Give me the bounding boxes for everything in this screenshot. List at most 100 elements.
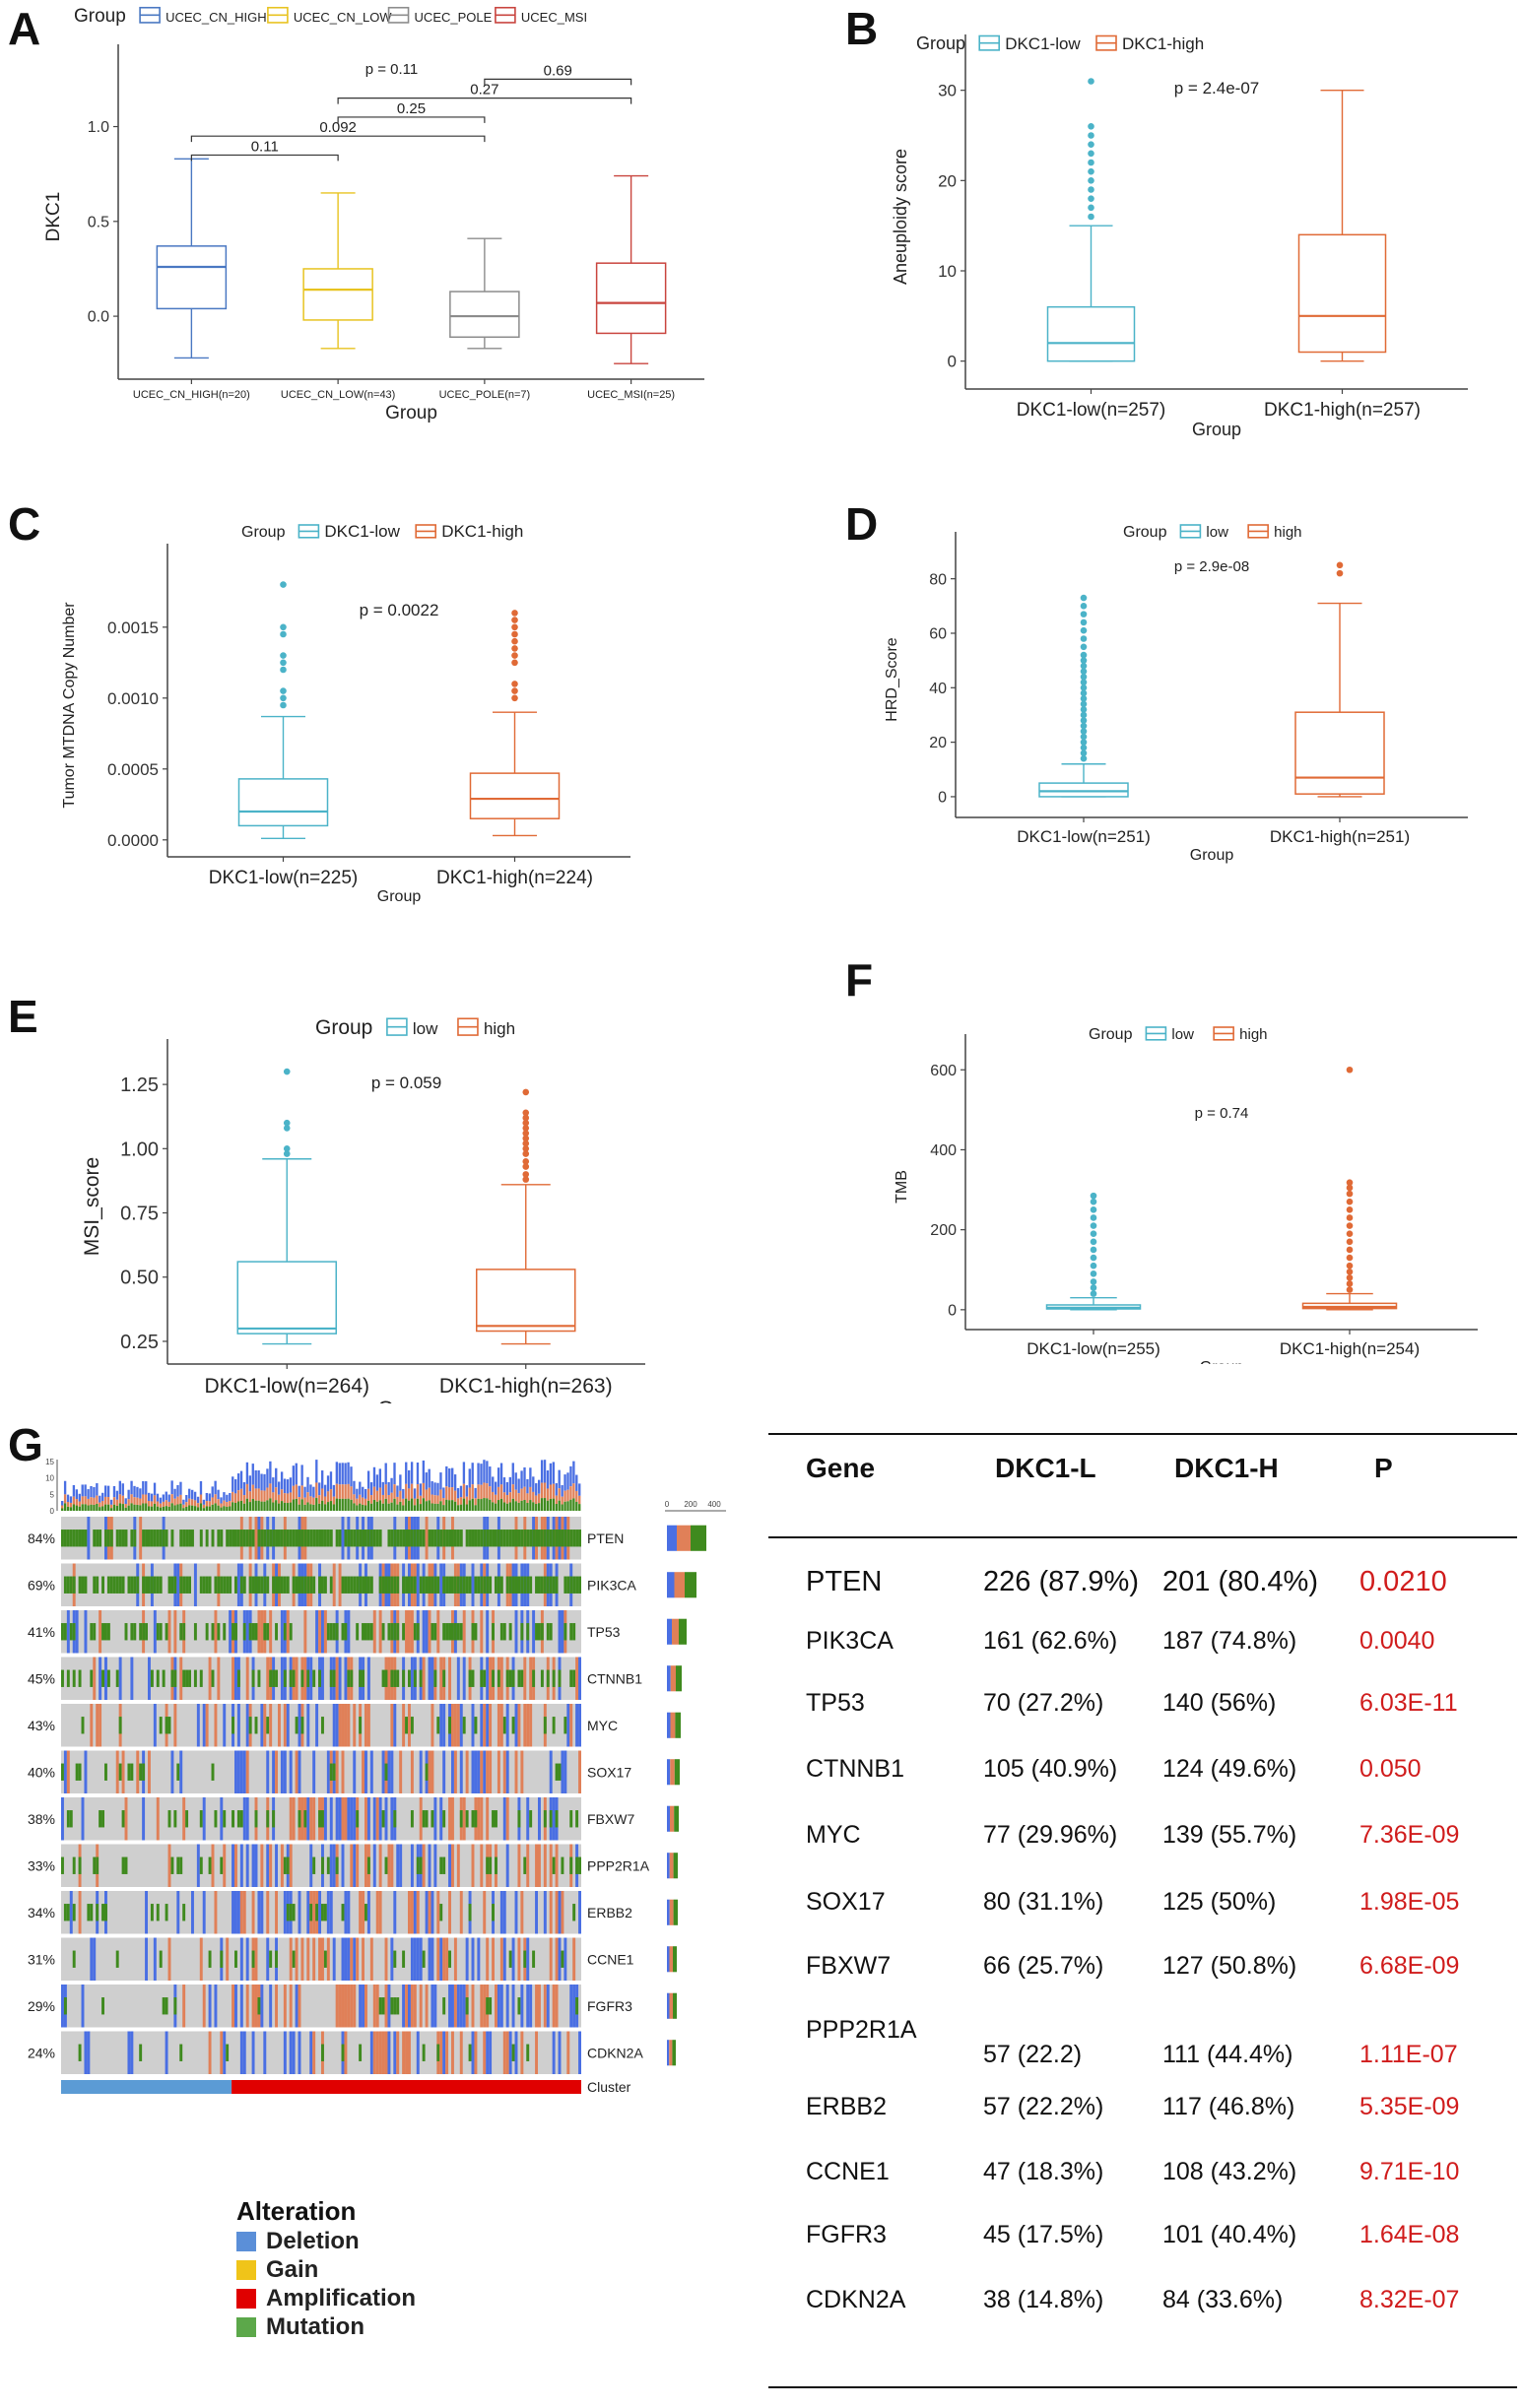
onco-mut-1-147 [486,1576,490,1594]
onco-topbar-del-41 [179,1481,182,1495]
onco-mut-1-39 [173,1576,177,1594]
onco-cnv-6-144 [477,1797,481,1841]
onco-cnv-5-148 [489,1750,493,1793]
onco-cnv-8-69 [260,1891,264,1934]
legend-label-e-0: low [413,1019,438,1038]
onco-mut-0-129 [433,1529,437,1547]
onco-cnv-4-148 [489,1704,493,1747]
bracket-label-a-3: 0.27 [470,82,498,98]
onco-cnv-4-98 [344,1704,348,1747]
onco-topbar-mut-45 [191,1505,194,1511]
onco-cnv-9-123 [416,1937,420,1981]
onco-cnv-8-62 [239,1891,243,1934]
onco-cnv-4-154 [505,1704,509,1747]
onco-mut-0-57 [226,1529,230,1547]
onco-topbar-del-70 [263,1473,266,1491]
onco-cnv-9-147 [486,1937,490,1981]
onco-topbar-del-162 [529,1467,532,1487]
onco-mut-6-115 [393,1810,397,1828]
onco-mut-3-104 [362,1669,364,1687]
onco-topbar-mut-65 [248,1502,252,1511]
outlier-d-0-17 [1080,662,1088,670]
table-low-erbb2: 57 (22.2%) [983,2093,1104,2120]
onco-cnv-6-154 [505,1797,509,1841]
legend-b: Group DKC1-low DKC1-high [916,33,1204,53]
outlier-c-0-0 [280,701,287,709]
onco-mut-0-118 [402,1529,406,1547]
onco-mut-0-141 [468,1529,472,1547]
onco-mut-10-110 [378,1997,382,2015]
onco-cnv-9-130 [436,1937,440,1981]
onco-topbar-mut-5 [75,1505,79,1511]
pvalue-c: p = 0.0022 [360,601,439,619]
onco-topbar-amp-107 [369,1495,373,1504]
onco-mut-0-164 [535,1529,538,1547]
table-p-myc: 7.36E-09 [1359,1821,1460,1849]
onco-topbar-mut-110 [378,1500,382,1511]
onco-cnv-4-151 [497,1704,500,1747]
onco-mut-1-49 [202,1576,206,1594]
onco-topbar-mut-62 [239,1500,243,1511]
onco-topbar-del-160 [523,1466,526,1487]
onco-rbar-del-1 [667,1572,675,1598]
onco-mut-0-36 [165,1529,168,1547]
table-p-ctnnb1: 0.050 [1359,1755,1422,1783]
onco-topbar-mut-104 [362,1504,364,1511]
onco-mut-8-36 [165,1904,168,1921]
onco-topbar-amp-124 [419,1495,423,1505]
onco-topbar-del-124 [419,1483,423,1496]
onco-topbar-amp-65 [248,1491,252,1503]
onco-cnv-3-30 [148,1657,151,1700]
onco-topbar-del-16 [106,1485,110,1498]
onco-mut-1-158 [517,1576,521,1594]
onco-cnv-11-118 [402,2031,406,2074]
onco-topbar-mut-29 [145,1503,148,1511]
onco-cnv-10-142 [471,1985,475,2028]
iqr-box-e-0 [236,1261,337,1334]
onco-topbar-mut-14 [101,1506,104,1511]
onco-topbar-mut-35 [162,1506,166,1511]
onco-mut-2-42 [182,1623,186,1641]
onco-mut-2-114 [390,1623,394,1641]
onco-topbar-mut-70 [263,1501,266,1511]
onco-mut-2-164 [535,1623,538,1641]
onco-topbar-del-121 [410,1462,414,1484]
onco-cnv-6-135 [451,1797,454,1841]
table-low-ctnnb1: 105 (40.9%) [983,1755,1118,1783]
onco-cnv-9-177 [572,1937,576,1981]
panel-label-e: E [8,991,38,1042]
onco-mut-3-159 [520,1669,524,1687]
onco-cnv-5-38 [170,1750,174,1793]
onco-topbar-mut-172 [558,1500,561,1511]
onco-cnv-5-64 [245,1750,249,1793]
onco-mut-1-70 [263,1576,267,1594]
box-b-0 [1046,78,1136,362]
onco-topbar-amp-63 [242,1495,246,1504]
onco-mut-0-115 [393,1529,397,1547]
onco-cnv-2-147 [486,1610,490,1654]
onco-topbar-amp-100 [350,1486,353,1500]
box-a-0 [156,158,228,359]
onco-rbar-mut-9 [673,1946,677,1973]
onco-topbar-del-37 [167,1494,170,1502]
onco-mut-8-91 [323,1904,327,1921]
onco-topbar-del-92 [326,1475,330,1492]
onco-cnv-10-121 [410,1985,414,2028]
onco-cnv-11-154 [505,2031,509,2074]
onco-cnv-5-127 [428,1750,431,1793]
onco-mut-2-152 [499,1623,503,1641]
legend-label-gain: Gain [266,2255,319,2283]
onco-topbar-del-95 [335,1462,339,1484]
onco-mut-3-177 [572,1669,576,1687]
outlier-c-1-1 [511,687,518,694]
onco-topbar-mut-44 [188,1505,191,1511]
onco-mut-0-15 [104,1529,107,1547]
onco-topbar-del-51 [208,1493,211,1502]
onco-topbar-mut-94 [332,1504,336,1511]
onco-mut-9-118 [402,1950,406,1968]
onco-mut-0-21 [121,1529,125,1547]
onco-cnv-5-140 [465,1750,469,1793]
onco-cnv-8-92 [326,1891,330,1934]
bracket-label-a-0: 0.11 [251,138,279,155]
